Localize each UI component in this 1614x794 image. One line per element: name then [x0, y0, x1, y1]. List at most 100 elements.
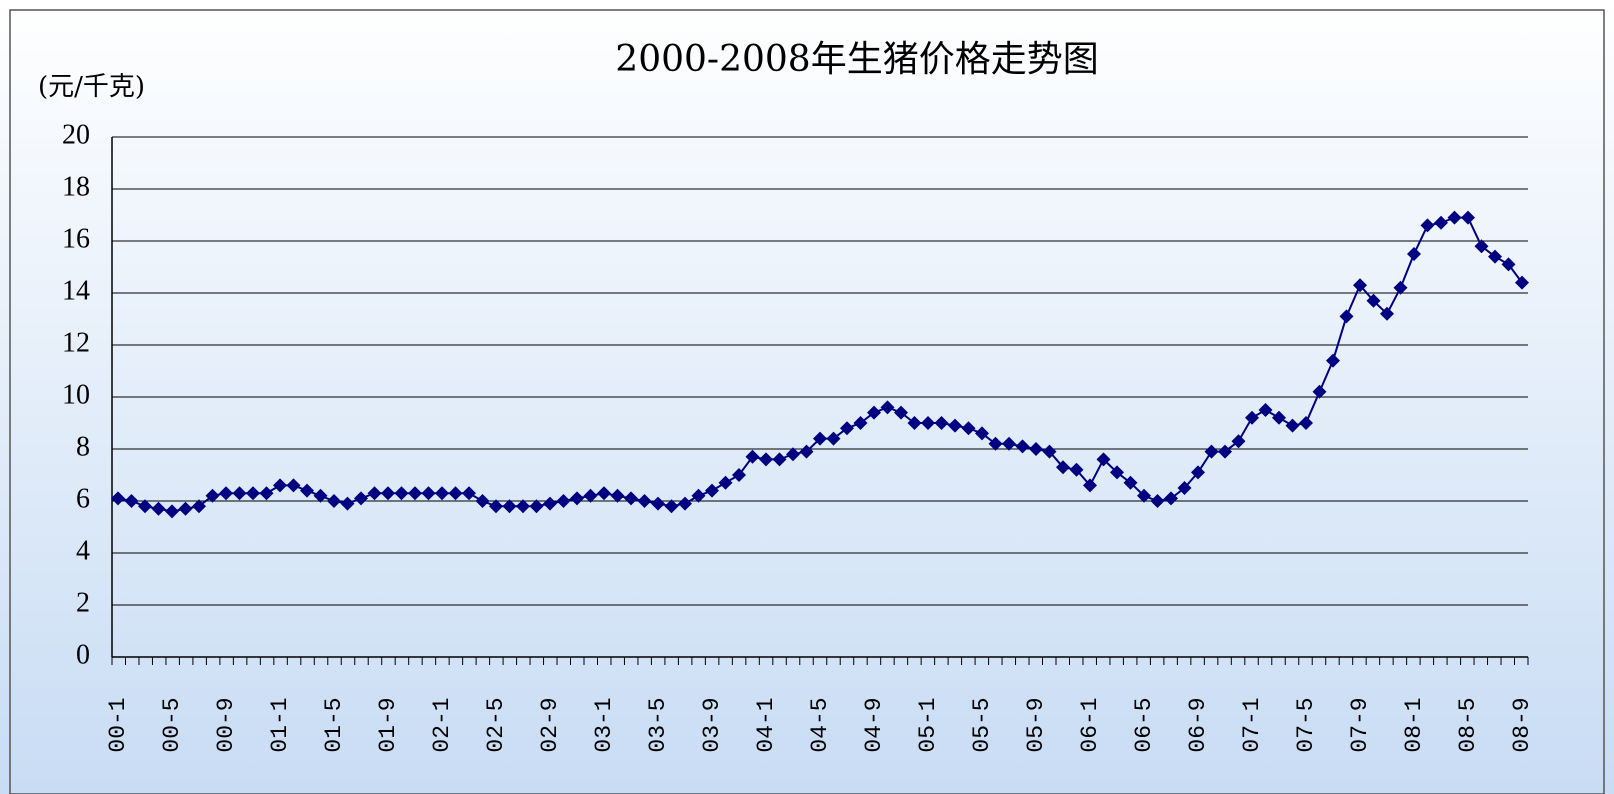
data-point — [246, 486, 260, 501]
x-tick-label: 04-1 — [753, 697, 779, 752]
x-tick-label: 02-1 — [429, 697, 455, 752]
data-point — [381, 486, 395, 501]
data-point — [867, 405, 881, 420]
frame — [9, 9, 1605, 794]
data-point — [138, 499, 152, 514]
y-tick-label: 18 — [62, 171, 90, 202]
data-point — [583, 488, 598, 503]
data-point — [570, 491, 584, 506]
data-point — [502, 499, 517, 514]
data-point — [664, 499, 679, 514]
data-point — [516, 499, 530, 514]
x-tick-label: 03-5 — [645, 697, 671, 752]
data-point — [705, 483, 719, 498]
data-point — [691, 488, 706, 503]
data-point — [637, 494, 652, 508]
data-point — [597, 486, 611, 501]
x-tick-label: 05-1 — [915, 697, 941, 752]
data-point — [408, 486, 422, 501]
data-point — [745, 449, 760, 464]
data-point — [1056, 460, 1070, 475]
x-tick-label: 01-9 — [375, 697, 401, 752]
data-point — [313, 488, 328, 503]
data-point — [1137, 488, 1151, 503]
data-point — [354, 491, 368, 506]
x-tick-label: 06-5 — [1131, 697, 1157, 752]
data-point — [1272, 410, 1286, 425]
data-point — [529, 499, 544, 514]
data-point — [340, 496, 355, 511]
data-point — [1123, 475, 1138, 490]
x-tick-label: 03-9 — [699, 697, 725, 752]
data-point — [1461, 210, 1475, 225]
data-point — [718, 475, 733, 490]
x-tick-label: 00-1 — [105, 697, 131, 752]
data-point — [1407, 247, 1421, 261]
data-point — [988, 436, 1003, 451]
x-tick-label: 05-9 — [1023, 697, 1049, 752]
data-point — [1393, 280, 1408, 295]
data-point — [219, 486, 233, 501]
data-point — [1447, 210, 1462, 225]
y-tick-label: 0 — [76, 639, 90, 670]
data-point — [880, 400, 895, 415]
data-point — [1245, 410, 1259, 425]
data-point — [1096, 452, 1111, 467]
y-tick-label: 2 — [76, 587, 90, 618]
data-point — [394, 486, 409, 501]
data-point — [1002, 436, 1016, 451]
data-point — [624, 491, 638, 506]
y-tick-label: 10 — [62, 379, 90, 410]
data-point — [165, 504, 179, 519]
data-point — [448, 486, 463, 501]
data-point — [1339, 309, 1354, 324]
y-tick-label: 16 — [62, 223, 90, 254]
x-tick-label: 05-5 — [969, 697, 995, 752]
data-point — [934, 416, 949, 430]
data-point — [1029, 442, 1043, 456]
data-point — [327, 494, 341, 508]
data-point — [286, 478, 301, 493]
x-tick-label: 08-1 — [1401, 697, 1427, 752]
data-point — [1110, 465, 1124, 480]
data-point — [1501, 257, 1516, 272]
data-point — [259, 486, 274, 501]
data-point — [840, 421, 854, 436]
x-tick-label: 00-9 — [213, 697, 239, 752]
data-point — [786, 447, 800, 462]
data-point — [300, 483, 314, 498]
data-point — [192, 499, 206, 514]
x-tick-label: 00-5 — [159, 697, 185, 752]
data-point — [435, 486, 449, 501]
data-point — [610, 488, 625, 503]
data-point — [1326, 353, 1340, 368]
data-point — [543, 496, 557, 511]
data-point — [1069, 462, 1084, 477]
x-tick-label: 08-5 — [1455, 697, 1481, 752]
data-point — [772, 452, 787, 467]
data-point — [826, 431, 841, 446]
data-point — [1164, 491, 1178, 506]
data-point — [556, 494, 571, 508]
y-tick-label: 14 — [62, 275, 90, 306]
data-point — [1191, 465, 1205, 480]
data-point — [1015, 439, 1030, 454]
data-point — [1380, 306, 1394, 321]
x-tick-label: 07-9 — [1347, 697, 1373, 752]
data-point — [1083, 478, 1097, 493]
x-tick-label: 04-5 — [807, 697, 833, 752]
data-point — [907, 416, 922, 430]
x-tick-label: 02-5 — [483, 697, 509, 752]
data-point — [124, 494, 139, 508]
data-point — [1515, 275, 1529, 290]
data-point — [975, 426, 989, 441]
data-point — [1312, 384, 1327, 399]
data-point — [1366, 293, 1381, 308]
x-tick-label: 07-1 — [1239, 697, 1265, 752]
data-point — [367, 486, 382, 501]
data-point — [1434, 215, 1448, 230]
x-tick-label: 01-1 — [267, 697, 293, 752]
data-point — [759, 452, 773, 467]
data-point — [894, 405, 908, 420]
